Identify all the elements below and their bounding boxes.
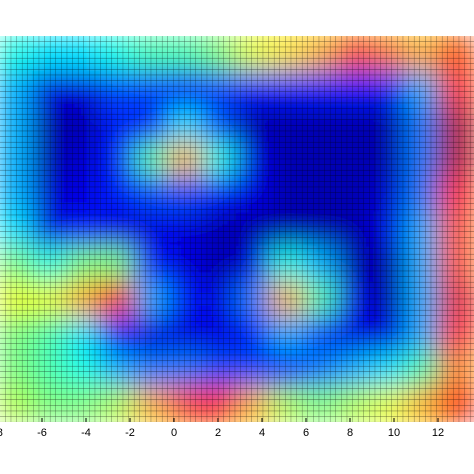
x-tick-label: 4 <box>259 427 265 439</box>
x-tick-label: 12 <box>432 427 444 439</box>
x-tick-label: 8 <box>347 427 353 439</box>
heatmap <box>0 36 474 422</box>
x-tick-label: -2 <box>125 427 135 439</box>
x-tick-label: 0 <box>171 427 177 439</box>
x-tick-label: 6 <box>303 427 309 439</box>
x-tick-label: -6 <box>37 427 47 439</box>
x-tick-label: -4 <box>81 427 91 439</box>
x-tick-label: 2 <box>215 427 221 439</box>
x-tick-label: -8 <box>0 427 3 439</box>
mesh-overlay <box>0 36 474 422</box>
x-tick-label: 10 <box>388 427 400 439</box>
